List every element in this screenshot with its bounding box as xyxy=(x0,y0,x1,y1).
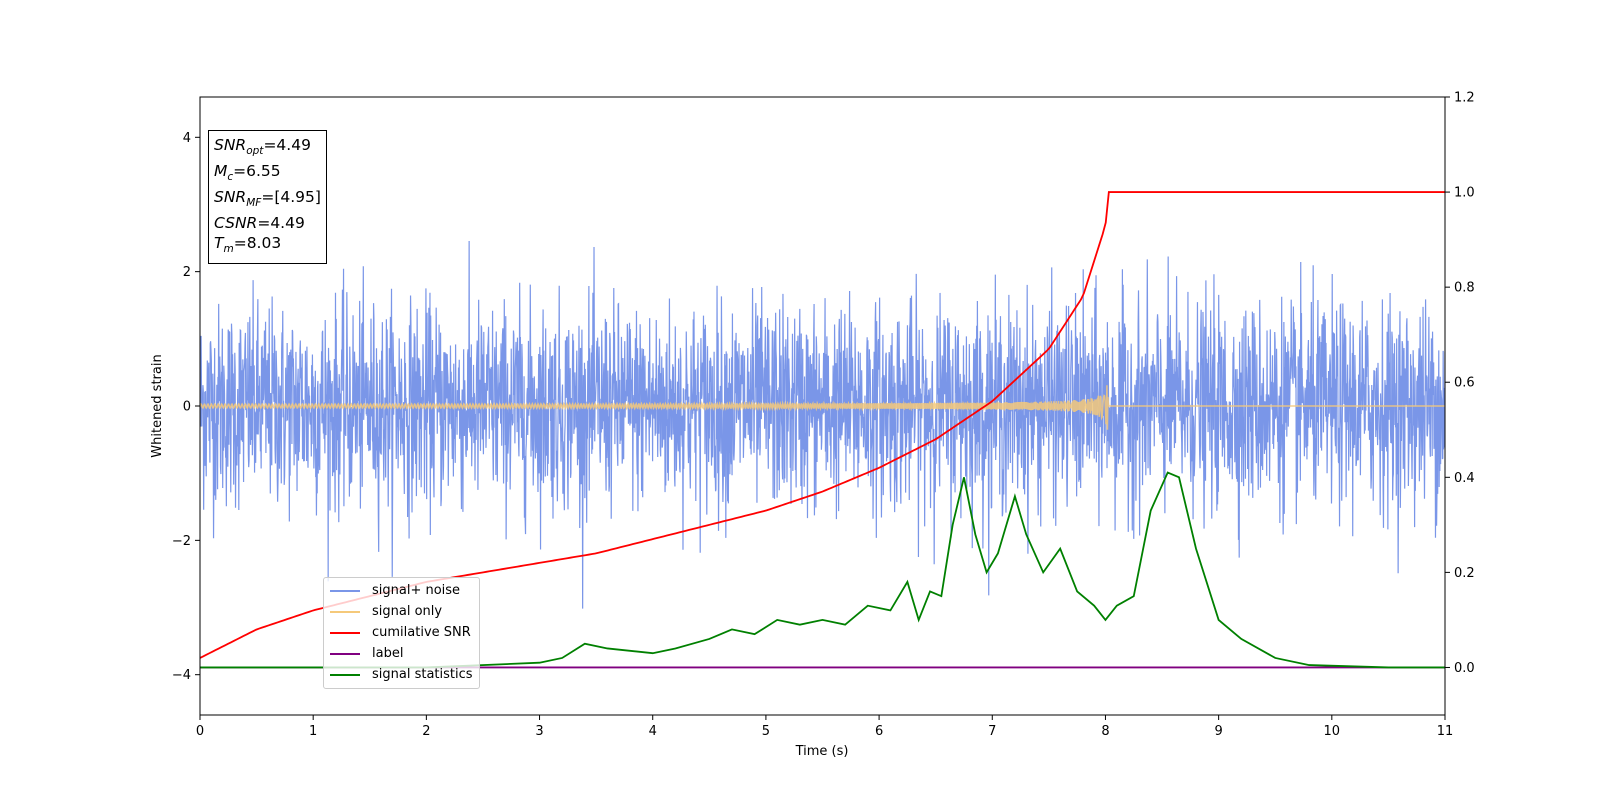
legend: signal+ noise signal only cumilative SNR… xyxy=(323,577,480,689)
x-tick-label: 0 xyxy=(196,724,204,739)
signal-plus-noise-line xyxy=(200,240,1445,609)
legend-swatch xyxy=(330,631,360,634)
x-tick-label: 4 xyxy=(649,724,657,739)
x-axis-label: Time (s) xyxy=(795,744,849,759)
stat-snr-mf: SNRMF=[4.95] xyxy=(214,188,321,210)
y-right-tick-label: 0.8 xyxy=(1454,281,1475,296)
stat-mc: Mc=6.55 xyxy=(214,162,281,184)
x-tick-label: 10 xyxy=(1324,724,1341,739)
signal-statistics-line xyxy=(200,471,1445,669)
legend-swatch xyxy=(330,610,360,613)
stat-snr-opt: SNRopt=4.49 xyxy=(214,136,311,158)
x-tick-label: 6 xyxy=(875,724,883,739)
stat-csnr: CSNR=4.49 xyxy=(214,214,305,233)
y-right-tick-label: 0.6 xyxy=(1454,376,1475,391)
y-right-tick-label: 0.0 xyxy=(1454,661,1475,676)
y-left-tick-label: 0 xyxy=(183,400,191,415)
signal-plus-noise-series xyxy=(200,240,1445,609)
y-left-tick-label: −4 xyxy=(172,668,191,683)
legend-item-label: label xyxy=(330,643,473,664)
x-tick-label: 8 xyxy=(1101,724,1109,739)
y-right-tick-label: 0.2 xyxy=(1454,566,1475,581)
x-tick-label: 5 xyxy=(762,724,770,739)
x-tick-label: 11 xyxy=(1437,724,1454,739)
x-tick-label: 2 xyxy=(422,724,430,739)
y-right-tick-label: 1.0 xyxy=(1454,186,1475,201)
legend-swatch xyxy=(330,589,360,592)
x-tick-label: 3 xyxy=(535,724,543,739)
x-tick-label: 1 xyxy=(309,724,317,739)
y-left-tick-label: 2 xyxy=(183,265,191,280)
legend-item-signal-statistics: signal statistics xyxy=(330,664,473,685)
legend-swatch xyxy=(330,673,360,676)
y-axis-label: Whitened strain xyxy=(150,354,165,457)
legend-swatch xyxy=(330,652,360,655)
y-left-tick-label: −2 xyxy=(172,534,191,549)
signal-only-line xyxy=(200,385,1445,430)
y-left-tick-label: 4 xyxy=(183,131,191,146)
y-right-tick-label: 1.2 xyxy=(1454,91,1475,106)
y-right-tick-label: 0.4 xyxy=(1454,471,1475,486)
legend-item-signal-noise: signal+ noise xyxy=(330,580,473,601)
x-tick-label: 7 xyxy=(988,724,996,739)
stats-box: SNRopt=4.49 Mc=6.55 SNRMF=[4.95] CSNR=4.… xyxy=(208,130,327,265)
signal-only-series xyxy=(200,385,1445,430)
x-tick-label: 9 xyxy=(1214,724,1222,739)
legend-item-cumulative-snr: cumilative SNR xyxy=(330,622,473,643)
stat-tm: Tm=8.03 xyxy=(214,234,282,256)
legend-item-signal-only: signal only xyxy=(330,601,473,622)
